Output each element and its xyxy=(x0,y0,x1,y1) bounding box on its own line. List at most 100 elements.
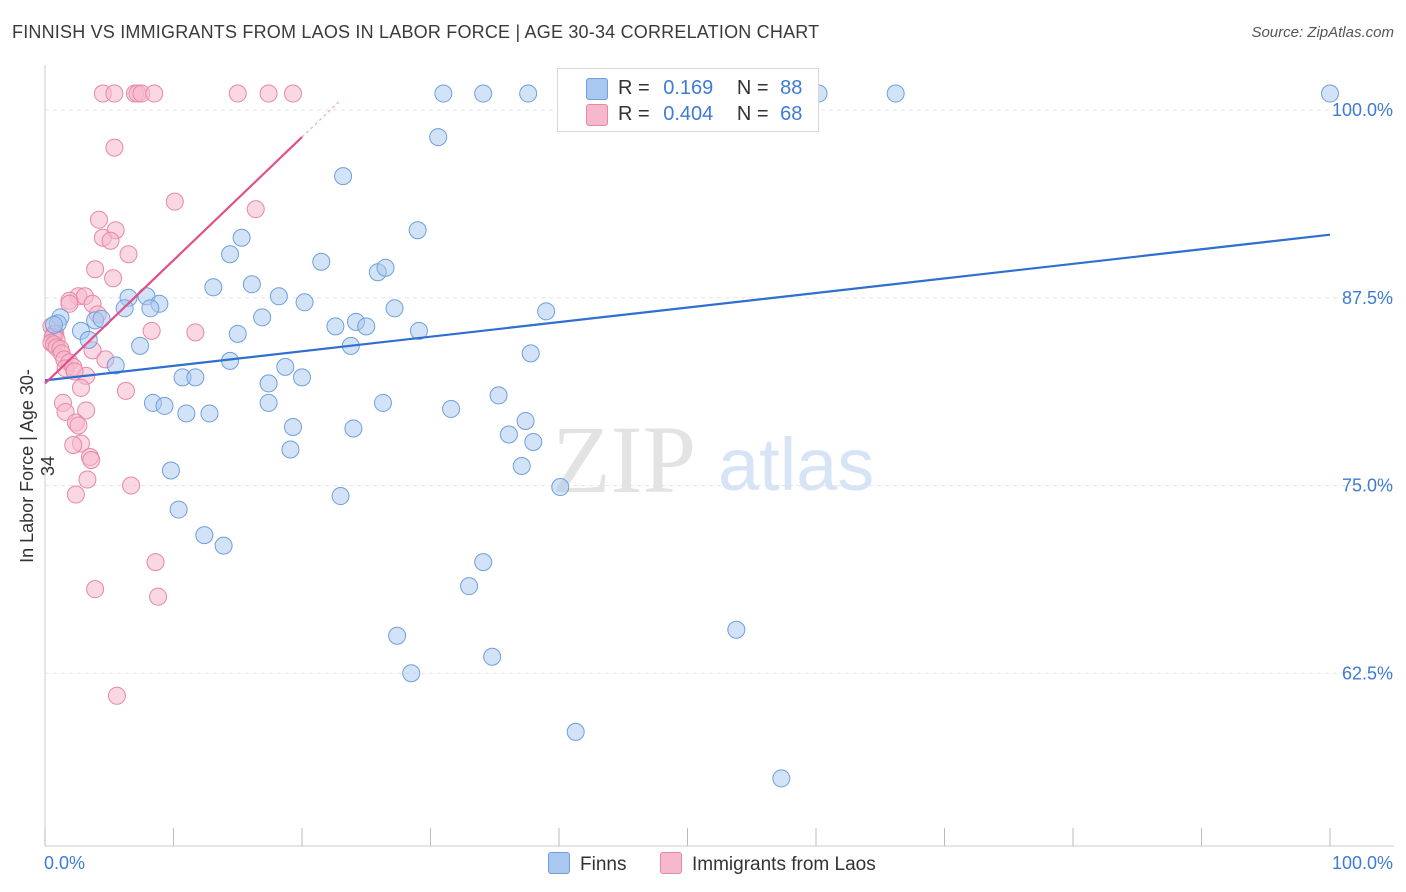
finns-point xyxy=(214,536,233,555)
legend-n-value: 88 xyxy=(780,77,803,99)
finns-point xyxy=(429,128,448,147)
finns-point xyxy=(1321,84,1339,103)
legend-n-label: N = xyxy=(736,103,769,125)
finns-point xyxy=(385,299,404,318)
laos-point xyxy=(82,451,101,470)
y-tick-label: 87.5% xyxy=(1342,288,1393,308)
finns-point xyxy=(177,404,196,423)
finns-point xyxy=(442,399,461,418)
legend-r-label: R = xyxy=(618,103,650,125)
finns-point xyxy=(44,315,63,334)
finns-point xyxy=(106,356,125,375)
finns-legend-label: Finns xyxy=(580,854,627,875)
legend-n-value: 68 xyxy=(780,103,803,125)
finns-point xyxy=(402,664,421,683)
finns-point xyxy=(460,577,479,596)
legend-item-laos: Immigrants from Laos xyxy=(660,852,876,876)
laos-point xyxy=(105,138,124,157)
finns-point xyxy=(242,275,261,294)
laos-legend-label: Immigrants from Laos xyxy=(692,854,876,875)
finns-point xyxy=(326,317,345,336)
laos-point xyxy=(105,84,124,103)
correlation-legend: R = 0.169 N = 88 R = 0.404 N = 68 xyxy=(557,68,819,132)
finns-point xyxy=(474,84,493,103)
finns-point xyxy=(409,321,428,340)
laos-point xyxy=(64,435,83,454)
y-tick-label: 75.0% xyxy=(1342,476,1393,496)
finns-point xyxy=(357,317,376,336)
finns-point xyxy=(344,419,363,438)
finns-point xyxy=(204,278,223,297)
legend-r-label: R = xyxy=(618,77,650,99)
grid-lines xyxy=(45,109,1394,674)
watermark-atlas: atlas xyxy=(718,423,874,506)
finns-point xyxy=(334,167,353,186)
source-label: Source: ZipAtlas.com xyxy=(1251,24,1394,41)
laos-point xyxy=(145,84,164,103)
finns-point xyxy=(186,368,205,387)
watermark-zip: ZIP xyxy=(552,406,696,513)
finns-point xyxy=(161,461,180,480)
finns-point xyxy=(293,368,311,387)
laos-point xyxy=(119,245,138,264)
legend-n-label: N = xyxy=(736,77,769,99)
finns-point xyxy=(295,293,314,312)
laos-point xyxy=(284,84,303,103)
chart-title: FINNISH VS IMMIGRANTS FROM LAOS IN LABOR… xyxy=(12,22,820,42)
finns-point xyxy=(221,245,240,264)
laos-point xyxy=(146,553,165,572)
finns-point xyxy=(259,374,278,393)
finns-point xyxy=(281,440,300,459)
finns-point xyxy=(200,404,219,423)
finns-point xyxy=(388,626,407,645)
finns-point xyxy=(232,228,251,247)
finns-point xyxy=(253,308,272,327)
laos-point xyxy=(259,84,278,103)
finns-trend-line xyxy=(44,233,1331,382)
finns-point xyxy=(131,336,150,355)
finns-point xyxy=(376,258,395,277)
laos-point xyxy=(101,231,120,250)
laos-legend-swatch xyxy=(660,852,682,874)
finns-swatch xyxy=(586,78,608,100)
laos-point xyxy=(89,210,108,229)
finns-point xyxy=(519,84,538,103)
laos-point xyxy=(186,323,205,342)
finns-point xyxy=(474,553,493,572)
finns-point xyxy=(886,84,905,103)
legend-row-finns: R = 0.169 N = 88 xyxy=(586,77,802,100)
finns-point xyxy=(524,432,543,451)
laos-point xyxy=(71,378,90,397)
finns-point xyxy=(772,769,791,788)
laos-point xyxy=(60,294,79,313)
laos-point xyxy=(142,321,161,340)
laos-point xyxy=(69,416,88,435)
x-tick-label: 100.0% xyxy=(1332,853,1393,873)
laos-point xyxy=(104,269,123,288)
laos-point xyxy=(122,476,141,495)
tick-labels: 62.5% 75.0% 87.5% 100.0% 0.0% 100.0% xyxy=(44,100,1393,873)
finns-point xyxy=(408,221,427,240)
finns-point xyxy=(169,500,188,519)
laos-points xyxy=(42,84,303,705)
legend-item-finns: Finns xyxy=(548,852,626,876)
finns-point xyxy=(483,647,502,666)
finns-point xyxy=(434,84,453,103)
finns-point xyxy=(727,620,746,639)
laos-point xyxy=(86,260,105,279)
finns-point xyxy=(155,396,174,415)
x-tick-label: 0.0% xyxy=(44,853,85,873)
finns-point xyxy=(521,344,540,363)
legend-row-laos: R = 0.404 N = 68 xyxy=(586,103,802,126)
finns-point xyxy=(259,393,278,412)
finns-point xyxy=(312,252,331,271)
laos-point xyxy=(149,587,168,606)
finns-point xyxy=(228,324,247,343)
finns-point xyxy=(195,526,214,545)
laos-point xyxy=(107,686,126,705)
laos-point xyxy=(116,381,135,400)
laos-point xyxy=(78,470,97,489)
y-tick-label: 100.0% xyxy=(1332,100,1393,120)
finns-point xyxy=(373,393,392,412)
